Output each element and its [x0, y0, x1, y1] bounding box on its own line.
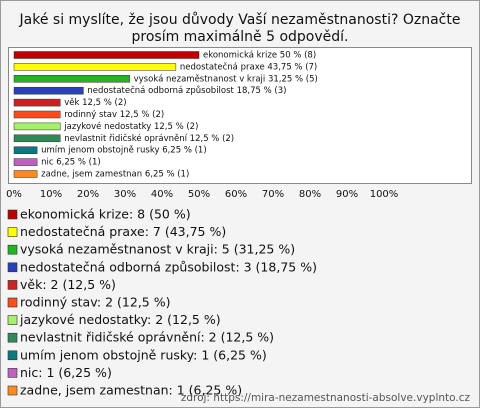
legend-label: nevlastnit řidičské oprávnění: 2 (12,5 %…: [20, 330, 274, 345]
bar: [13, 98, 61, 107]
legend-label: rodinný stav: 2 (12,5 %): [20, 295, 170, 310]
x-tick-label: 30%: [114, 189, 136, 200]
x-tick-label: 100%: [370, 189, 399, 200]
legend-swatch: [7, 227, 18, 237]
bar: [13, 110, 61, 119]
x-tick-label: 70%: [262, 189, 284, 200]
x-tick-label: 10%: [40, 189, 62, 200]
bar: [13, 51, 200, 59]
bar-label: nedostatečná odborná způsobilost 18,75 %…: [87, 85, 286, 96]
legend-swatch: [7, 350, 18, 361]
bar-label: nedostatečná praxe 43,75 % (7): [180, 61, 317, 72]
bar: [13, 86, 84, 95]
legend-swatch: [7, 315, 18, 325]
bar: [13, 158, 38, 166]
bar-label: nevlastnit řidičské oprávnění 12,5 % (2): [64, 133, 234, 144]
x-tick-label: 0%: [6, 189, 22, 200]
legend-swatch: [7, 297, 18, 308]
bar-label: věk 12,5 % (2): [64, 98, 126, 108]
legend-label: zadne, jsem zamestnan: 1 (6,25 %): [20, 383, 242, 398]
chart-title: Jaké si myslíte, že jsou důvody Vaší nez…: [19, 12, 461, 28]
bar-label: ekonomická krize 50 % (8): [203, 51, 316, 61]
bar-label: zadne, jsem zamestnan 6,25 % (1): [41, 170, 189, 180]
legend-swatch: [7, 368, 18, 378]
bar: [13, 134, 61, 143]
bar: [13, 75, 130, 83]
bar-label: nic 6,25 % (1): [41, 158, 101, 168]
x-tick-label: 80%: [299, 189, 321, 200]
bar: [13, 170, 38, 178]
source: zdroj: https://mira-nezamestnanosti-abso…: [181, 392, 471, 404]
legend-swatch: [7, 385, 18, 396]
bar: [13, 63, 177, 71]
legend-swatch: [7, 332, 18, 343]
bar-label: rodinný stav 12,5 % (2): [64, 110, 164, 120]
legend-swatch: [7, 209, 18, 220]
chart-title: prosím maximálně 5 odpovědí.: [132, 29, 349, 45]
bar-label: vysoká nezaměstnanost v kraji 31,25 % (5…: [134, 74, 318, 84]
legend-label: jazykové nedostatky: 2 (12,5 %): [19, 312, 221, 327]
legend-label: věk: 2 (12,5 %): [20, 277, 116, 292]
bar: [13, 146, 38, 154]
legend-swatch: [7, 262, 18, 273]
legend-label: ekonomická krize: 8 (50 %): [20, 207, 191, 222]
x-tick-label: 90%: [336, 189, 358, 200]
bar-label: umím jenom obstojně rusky 6,25 % (1): [41, 146, 207, 156]
x-tick-label: 60%: [225, 189, 247, 200]
legend-label: umím jenom obstojně rusky: 1 (6,25 %): [20, 347, 267, 362]
bar: [13, 122, 61, 131]
legend-label: nedostatečná praxe: 7 (43,75 %): [20, 224, 226, 239]
legend-label: vysoká nezaměstnanost v kraji: 5 (31,25 …: [20, 242, 295, 257]
legend-label: nic: 1 (6,25 %): [20, 365, 112, 380]
x-tick-label: 50%: [188, 189, 210, 200]
legend-swatch: [7, 280, 18, 290]
x-tick-label: 40%: [151, 189, 173, 200]
legend-swatch: [7, 244, 18, 255]
bar-label: jazykové nedostatky 12,5 % (2): [63, 121, 198, 132]
legend-label: nedostatečná odborná způsobilost: 3 (18,…: [20, 259, 317, 274]
x-tick-label: 20%: [77, 189, 99, 200]
